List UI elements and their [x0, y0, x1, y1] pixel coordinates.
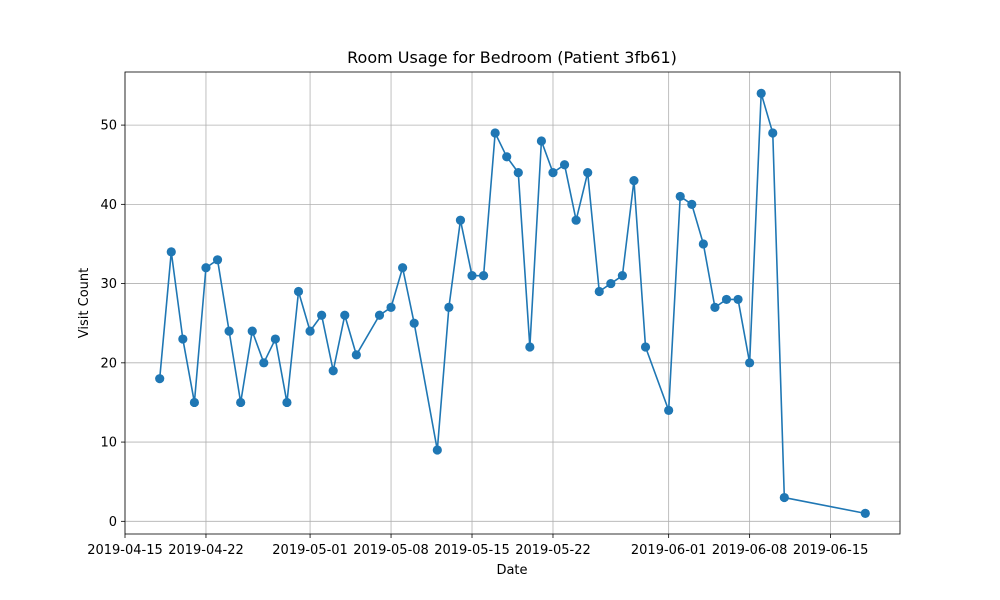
data-point	[386, 302, 396, 312]
data-point	[617, 271, 627, 281]
data-point	[305, 326, 315, 336]
data-point	[513, 168, 523, 178]
data-point	[270, 334, 280, 344]
data-point	[374, 310, 385, 320]
data-point	[282, 397, 292, 408]
data-point	[583, 168, 593, 178]
data-point	[525, 342, 535, 352]
y-tick-label: 0	[109, 515, 117, 530]
data-point	[212, 255, 223, 265]
grid-lines	[124, 72, 900, 534]
data-point	[860, 508, 870, 518]
data-series	[155, 88, 870, 518]
data-point	[166, 247, 176, 257]
x-tick-label: 2019-06-01	[631, 543, 707, 558]
data-point	[178, 334, 188, 344]
data-point	[490, 128, 500, 138]
data-point	[606, 278, 616, 289]
data-point	[779, 492, 789, 503]
data-point	[455, 215, 466, 225]
y-tick-label: 40	[100, 198, 117, 213]
data-point	[559, 160, 570, 170]
data-point	[432, 445, 442, 455]
data-point	[548, 168, 558, 178]
y-tick-label: 50	[100, 119, 117, 134]
data-point	[721, 294, 732, 305]
data-point	[224, 326, 234, 336]
data-point	[236, 397, 246, 408]
data-point	[536, 136, 547, 146]
data-point	[710, 302, 720, 312]
data-point	[571, 215, 581, 225]
y-axis-label: Visit Count	[77, 268, 92, 338]
data-point	[640, 342, 651, 352]
x-axis-label: Date	[496, 563, 527, 578]
data-point	[247, 326, 257, 336]
x-tick-label: 2019-06-15	[793, 543, 869, 558]
x-tick-label: 2019-05-08	[353, 543, 429, 558]
y-tick-label: 10	[100, 436, 117, 451]
data-point	[340, 310, 350, 320]
data-point	[478, 271, 489, 281]
data-point	[698, 239, 708, 249]
x-tick-label: 2019-04-15	[87, 543, 163, 558]
data-point	[328, 366, 338, 376]
x-tick-label: 2019-04-22	[168, 543, 244, 558]
data-point	[189, 397, 200, 408]
data-point	[259, 358, 269, 368]
data-point	[467, 271, 477, 281]
data-point	[768, 128, 778, 138]
chart-title: Room Usage for Bedroom (Patient 3fb61)	[347, 48, 677, 67]
data-point	[745, 358, 755, 368]
data-point	[444, 302, 454, 312]
y-tick-label: 20	[100, 356, 117, 371]
data-point	[155, 374, 165, 384]
x-tick-label: 2019-05-22	[515, 543, 591, 558]
data-point	[756, 88, 766, 98]
x-tick-label: 2019-05-15	[434, 543, 510, 558]
data-point	[317, 310, 327, 320]
data-point	[293, 286, 304, 297]
data-point	[351, 350, 361, 360]
data-point	[664, 405, 674, 415]
data-point	[398, 263, 408, 273]
data-point	[687, 199, 697, 209]
data-point	[675, 191, 685, 202]
x-tick-label: 2019-06-08	[712, 543, 788, 558]
plot-background	[125, 72, 900, 534]
x-tick-label: 2019-05-01	[272, 543, 348, 558]
data-point	[733, 294, 743, 305]
data-point	[502, 152, 512, 162]
y-axis: 0 10 20 30 40 50	[100, 119, 125, 530]
x-axis: 2019-04-15 2019-04-22 2019-05-01 2019-05-08…	[87, 534, 868, 558]
data-point	[201, 263, 211, 273]
plot-frame	[124, 71, 901, 535]
data-point	[629, 175, 639, 186]
data-point	[594, 286, 604, 297]
y-tick-label: 30	[100, 277, 117, 292]
data-point	[409, 318, 419, 328]
